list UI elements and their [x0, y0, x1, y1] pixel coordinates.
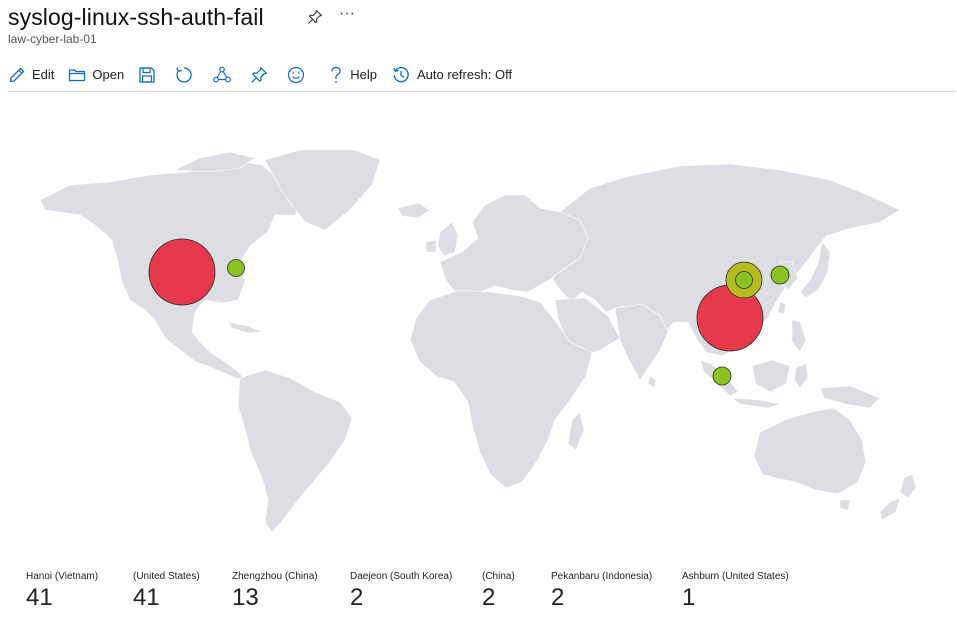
- pin-icon: [308, 9, 323, 24]
- tasmania: [839, 499, 851, 511]
- location-tile[interactable]: (China) 2: [482, 570, 515, 611]
- question-mark-icon: [331, 66, 341, 83]
- refresh-button[interactable]: [174, 60, 194, 90]
- location-label: Daejeon (South Korea): [350, 571, 453, 582]
- location-tile[interactable]: Hanoi (Vietnam) 41: [26, 570, 98, 611]
- share-icon: [213, 66, 232, 82]
- workspace-name: law-cyber-lab-01: [8, 32, 97, 46]
- location-label: (China): [482, 571, 515, 582]
- location-count: 13: [232, 584, 259, 611]
- british-isles: [425, 221, 459, 257]
- open-button[interactable]: Open: [68, 60, 124, 90]
- location-tile[interactable]: Zhengzhou (China) 13: [232, 570, 318, 611]
- location-count: 1: [682, 584, 696, 611]
- pin-icon: [251, 66, 268, 83]
- help-button[interactable]: Help: [328, 60, 377, 90]
- toolbar: Edit Open: [8, 58, 956, 92]
- location-tile[interactable]: Daejeon (South Korea) 2: [350, 570, 452, 611]
- new-zealand: [879, 473, 917, 521]
- japan: [799, 241, 831, 299]
- south-america: [237, 369, 353, 533]
- location-count: 2: [350, 584, 364, 611]
- location-label: Hanoi (Vietnam): [26, 571, 99, 582]
- marker-ashburn-united-states[interactable]: [227, 259, 245, 277]
- feedback-button[interactable]: [286, 60, 306, 90]
- taiwan: [777, 301, 787, 315]
- location-label: (United States): [133, 571, 200, 582]
- location-count: 41: [133, 584, 160, 611]
- page-header: syslog-linux-ssh-auth-fail ··· law-cyber…: [8, 2, 948, 48]
- page-title: syslog-linux-ssh-auth-fail: [8, 4, 264, 30]
- marker-pekanbaru-indonesia[interactable]: [712, 366, 732, 386]
- sri-lanka: [647, 375, 657, 389]
- pencil-icon: [9, 67, 25, 82]
- marker-daejeon-south-korea[interactable]: [770, 265, 790, 285]
- location-count: 41: [26, 584, 53, 611]
- philippines: [791, 319, 807, 353]
- location-count: 2: [482, 584, 496, 611]
- borneo: [751, 359, 791, 393]
- history-clock-icon: [393, 66, 409, 82]
- marker-china[interactable]: [735, 271, 753, 289]
- pin-button[interactable]: [304, 6, 326, 28]
- save-icon: [139, 66, 155, 83]
- open-label: Open: [92, 67, 125, 82]
- madagascar: [567, 411, 585, 451]
- share-button[interactable]: [212, 60, 232, 90]
- save-button[interactable]: [138, 60, 156, 90]
- edit-button[interactable]: Edit: [8, 60, 54, 90]
- auto-refresh-button[interactable]: Auto refresh: Off: [391, 60, 512, 90]
- folder-icon: [69, 68, 86, 81]
- location-tile[interactable]: Ashburn (United States) 1: [682, 570, 789, 611]
- help-label: Help: [350, 67, 377, 82]
- more-options-button[interactable]: ···: [339, 5, 355, 22]
- java: [731, 397, 782, 409]
- indian-subcontinent: [614, 303, 669, 381]
- caribbean-islands: [227, 321, 263, 334]
- location-tile[interactable]: (United States) 41: [133, 570, 200, 611]
- world-map[interactable]: [0, 130, 957, 540]
- marker-united-states[interactable]: [148, 238, 216, 306]
- location-label: Zhengzhou (China): [232, 571, 318, 582]
- attack-markers: [148, 238, 790, 386]
- smiley-icon: [288, 66, 305, 83]
- location-count: 2: [551, 584, 565, 611]
- australia: [753, 407, 867, 495]
- location-label: Pekanbaru (Indonesia): [551, 571, 653, 582]
- edit-label: Edit: [32, 67, 55, 82]
- africa: [409, 289, 593, 489]
- arctic-islands: [174, 151, 256, 173]
- refresh-icon: [176, 66, 192, 83]
- world-map-svg: [39, 149, 917, 533]
- sulawesi: [793, 363, 809, 389]
- pin-to-dashboard-button[interactable]: [250, 60, 268, 90]
- iceland: [397, 202, 431, 219]
- location-tile[interactable]: Pekanbaru (Indonesia) 2: [551, 570, 652, 611]
- land-masses: [39, 149, 917, 533]
- auto-refresh-label: Auto refresh: Off: [416, 67, 513, 82]
- new-guinea: [819, 385, 881, 409]
- greenland: [264, 149, 381, 231]
- location-label: Ashburn (United States): [682, 571, 789, 582]
